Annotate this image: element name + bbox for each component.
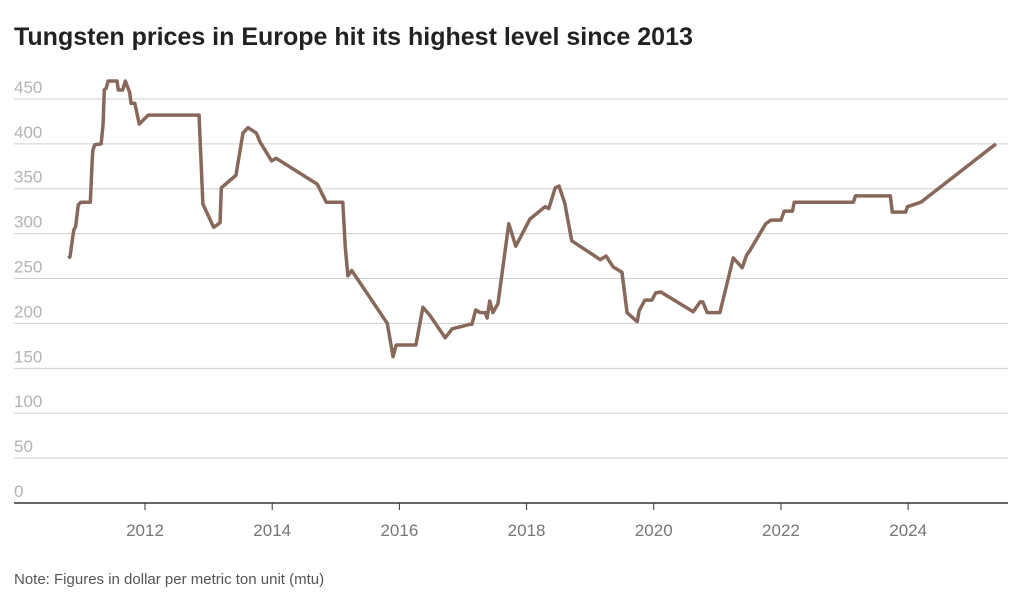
y-tick-label: 100 xyxy=(14,392,42,411)
y-tick-label: 150 xyxy=(14,347,42,366)
note: Note: Figures in dollar per metric ton u… xyxy=(14,571,324,588)
chart-title: Tungsten prices in Europe hit its highes… xyxy=(14,23,693,51)
y-tick-label: 400 xyxy=(14,123,42,142)
y-tick-label: 50 xyxy=(14,437,33,456)
x-tick-label: 2018 xyxy=(508,521,546,540)
y-tick-label: 0 xyxy=(14,482,23,501)
y-tick-label: 250 xyxy=(14,258,42,277)
price-line xyxy=(67,79,997,359)
x-tick-label: 2012 xyxy=(126,521,164,540)
x-tick-label: 2022 xyxy=(762,521,800,540)
x-tick-label: 2024 xyxy=(889,521,927,540)
x-tick-label: 2014 xyxy=(253,521,291,540)
y-tick-label: 300 xyxy=(14,213,42,232)
y-tick-label: 350 xyxy=(14,168,42,187)
x-tick-label: 2016 xyxy=(380,521,418,540)
y-tick-label: 200 xyxy=(14,302,42,321)
x-tick-label: 2020 xyxy=(635,521,673,540)
y-tick-label: 450 xyxy=(14,78,42,97)
